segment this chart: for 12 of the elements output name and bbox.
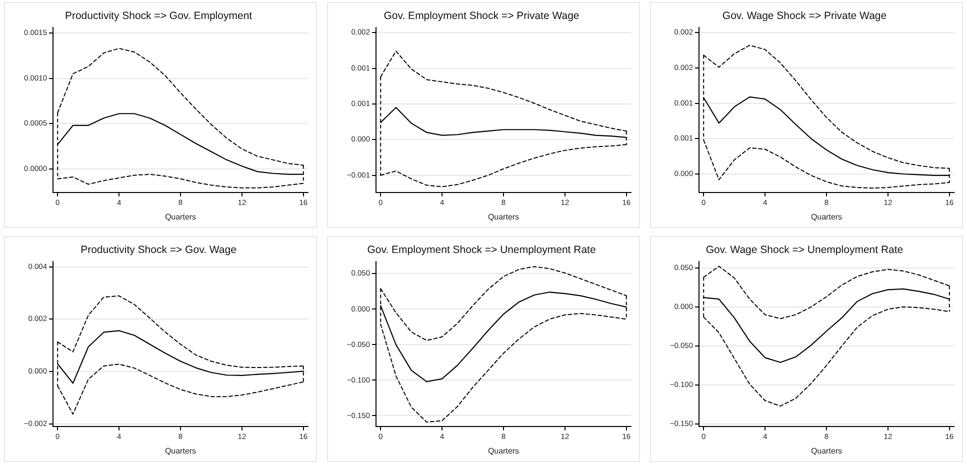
chart-title: Productivity Shock => Gov. Employment [64, 10, 252, 22]
chart-title: Gov. Employment Shock => Private Wage [384, 10, 580, 22]
x-axis-title: Quarters [810, 212, 842, 222]
chart-title: Gov. Wage Shock => Unemployment Rate [706, 244, 904, 256]
x-axis-title: Quarters [164, 446, 196, 456]
x-axis-title: Quarters [164, 212, 196, 222]
x-axis-title: Quarters [488, 212, 520, 222]
x-axis-title: Quarters [488, 446, 520, 456]
chart-title: Productivity Shock => Gov. Wage [80, 244, 237, 256]
chart-title: Gov. Employment Shock => Unemployment Rate [367, 244, 596, 256]
chart-title: Gov. Wage Shock => Private Wage [722, 10, 887, 22]
x-axis-title: Quarters [810, 446, 842, 456]
